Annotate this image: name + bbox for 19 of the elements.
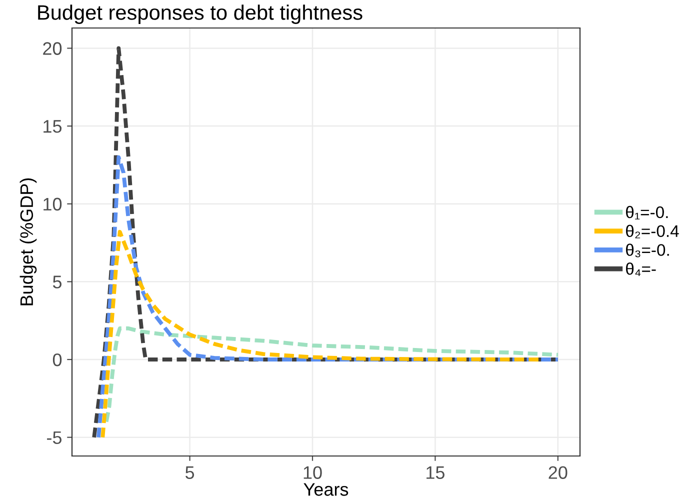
y-tick-label: 5	[52, 276, 62, 288]
y-tick-label: 0	[52, 353, 62, 366]
x-tick-label: 10	[304, 466, 322, 479]
legend-label: θ₂=-0.4	[626, 224, 679, 238]
y-tick-label: 15	[44, 120, 62, 133]
x-axis-title: Years	[304, 483, 348, 496]
line-series	[96, 155, 560, 440]
y-tick-label: -5	[47, 431, 62, 444]
x-tick-label: 20	[548, 466, 568, 479]
x-tick-label: 15	[426, 466, 444, 479]
y-axis-title: Budget (%GDP)	[20, 178, 37, 306]
y-tick-label: 10	[44, 198, 62, 211]
x-tick-label: 5	[186, 466, 194, 479]
legend-label: θ₃=-0.	[626, 244, 669, 258]
legend-label: θ₁=-0.	[626, 206, 668, 220]
legend-label: θ₄=-	[626, 262, 656, 276]
y-tick-label: 20	[43, 42, 62, 55]
chart-title: Budget responses to debt tightness	[38, 4, 362, 24]
line-series	[104, 326, 560, 424]
